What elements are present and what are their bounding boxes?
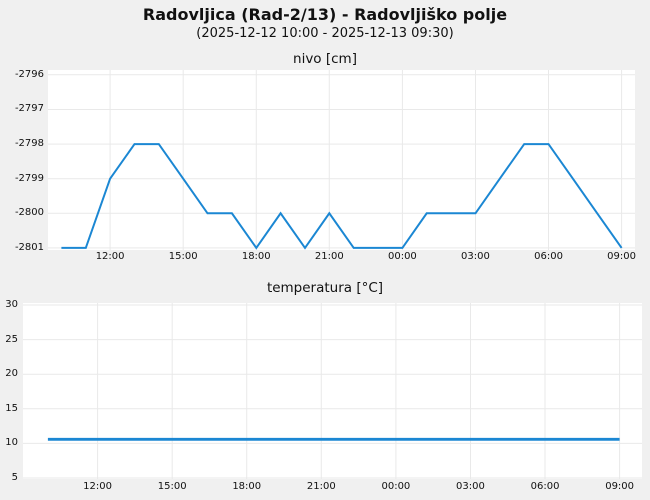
temperature-plot-area <box>23 303 642 479</box>
x-tick-label: 18:00 <box>232 481 262 492</box>
y-tick-label: 20 <box>5 368 18 380</box>
x-tick-label: 03:00 <box>456 481 485 492</box>
x-tick-label: 03:00 <box>461 251 490 262</box>
x-tick-label: 12:00 <box>95 251 125 262</box>
y-tick-label: -2798 <box>14 138 44 150</box>
temperature-chart-title: temperatura [°C] <box>266 280 384 296</box>
x-tick-label: 00:00 <box>387 251 417 262</box>
y-tick-label: -2799 <box>14 172 44 184</box>
y-tick-label: -2800 <box>14 207 44 219</box>
x-tick-label: 00:00 <box>381 481 411 492</box>
figure-title: Radovljica (Rad-2/13) - Radovljiško polj… <box>142 5 508 24</box>
y-tick-label: 5 <box>11 472 18 484</box>
x-tick-label: 06:00 <box>534 251 563 262</box>
x-tick-label: 09:00 <box>607 251 636 262</box>
x-tick-label: 15:00 <box>168 251 198 262</box>
temperature-chart-svg <box>23 303 642 479</box>
x-tick-label: 12:00 <box>83 481 112 492</box>
y-tick-label: 30 <box>5 299 18 310</box>
x-tick-label: 15:00 <box>157 481 187 492</box>
water-level-chart-title: nivo [cm] <box>293 51 357 67</box>
gridlines <box>48 70 635 250</box>
figure-subtitle-date-range: (2025-12-12 10:00 - 2025-12-13 09:30) <box>196 26 454 41</box>
nivo-series-line <box>61 143 623 250</box>
water-level-chart-svg <box>48 70 635 250</box>
gridlines <box>23 303 642 479</box>
x-tick-label: 18:00 <box>241 251 271 262</box>
y-tick-label: 15 <box>5 402 18 414</box>
y-tick-label: -2797 <box>14 103 44 115</box>
x-tick-label: 06:00 <box>530 481 560 492</box>
y-tick-label: -2801 <box>14 241 44 253</box>
y-tick-label: -2796 <box>14 68 44 80</box>
y-tick-label: 10 <box>5 437 18 449</box>
water-level-plot-area <box>48 70 635 250</box>
x-tick-label: 21:00 <box>314 251 344 262</box>
x-tick-label: 09:00 <box>605 481 635 492</box>
y-tick-label: 25 <box>5 333 18 345</box>
x-tick-label: 21:00 <box>306 481 336 492</box>
